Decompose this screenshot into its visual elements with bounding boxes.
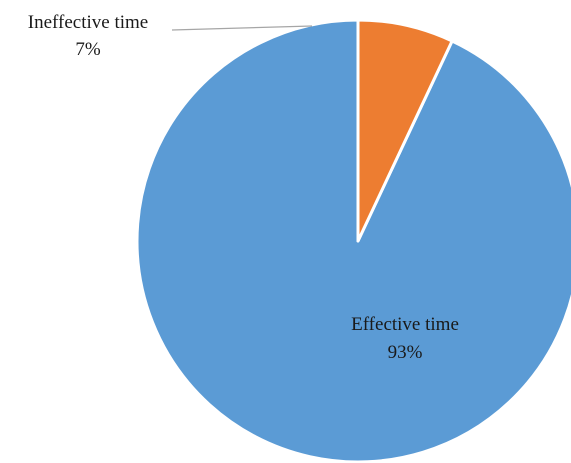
ineffective-time-percent: 7% [75,39,101,60]
ineffective-time-leader-line [171,25,313,31]
pie-slice-ineffective-time [356,18,454,243]
pie-slices [135,18,571,463]
data-labels: Effective time 93% Ineffective time 7% [28,12,459,363]
ineffective-time-label: Ineffective time [28,12,148,33]
effective-time-label: Effective time [351,314,459,335]
pie-slice-effective-time [135,18,571,463]
effective-time-percent: 93% [388,342,423,363]
